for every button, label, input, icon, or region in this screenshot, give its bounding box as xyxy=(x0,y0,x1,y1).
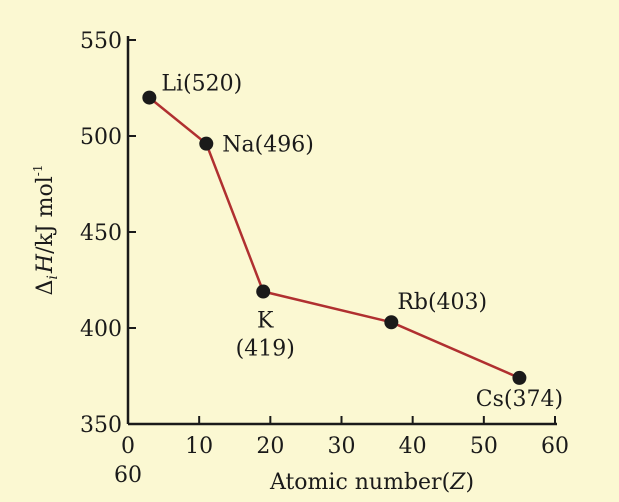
axes: 350 400 450 500 550 0 10 20 30 40 50 60 xyxy=(80,29,569,459)
x-tick-label: 30 xyxy=(328,434,356,459)
y-tick-label: 450 xyxy=(80,221,122,246)
x-tick-label: 10 xyxy=(185,434,213,459)
y-tick-label: 500 xyxy=(80,125,122,150)
data-point xyxy=(512,370,527,385)
data-label: Na(496) xyxy=(222,133,314,158)
y-axis-title-sub: i xyxy=(45,275,61,279)
x-tick-label: 20 xyxy=(256,434,284,459)
data-label: K xyxy=(257,309,274,334)
x-axis-title: Atomic number(Z) xyxy=(269,470,474,495)
x-tick-label: 0 xyxy=(121,434,135,459)
x-tick-label: 40 xyxy=(399,434,427,459)
y-axis-title-sup: -1 xyxy=(31,165,45,177)
y-axis-title-unit: /kJ mol xyxy=(33,176,58,254)
y-axis-title: ΔiH/kJ mol-1 xyxy=(31,165,61,296)
y-axis-title-var: H xyxy=(33,253,58,274)
x-tick-label: 60 xyxy=(541,434,569,459)
data-point xyxy=(384,315,399,330)
y-tick-label: 550 xyxy=(80,29,122,54)
x-axis-title-suffix: ) xyxy=(465,470,474,495)
data-point xyxy=(256,284,271,299)
data-label: Cs(374) xyxy=(476,387,563,412)
data-points xyxy=(142,90,527,385)
y-tick-label: 350 xyxy=(80,413,122,438)
data-label-value: (419) xyxy=(236,337,295,362)
data-point xyxy=(199,136,214,151)
data-label: Li(520) xyxy=(161,72,242,97)
x-axis-title-prefix: Atomic number( xyxy=(269,470,450,495)
x-axis-title-var: Z xyxy=(449,470,466,495)
point-labels: Li(520) Na(496) K (419) Rb(403) Cs(374) xyxy=(161,72,563,412)
x-tick-label: 50 xyxy=(470,434,498,459)
data-point xyxy=(142,90,157,105)
y-tick-label: 400 xyxy=(80,317,122,342)
data-label: Rb(403) xyxy=(397,290,487,315)
x-extra-tick-label: 60 xyxy=(114,463,142,488)
y-axis-title-delta: Δ xyxy=(33,280,58,296)
